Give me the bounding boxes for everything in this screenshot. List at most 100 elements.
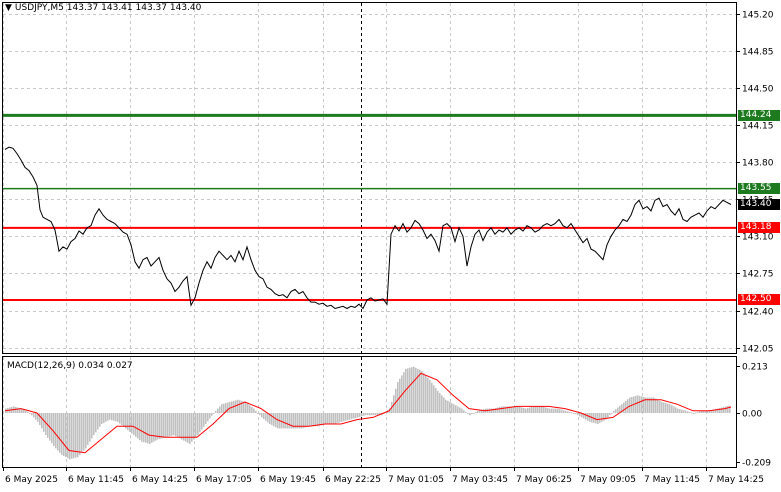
macd-bar — [67, 413, 69, 459]
macd-bar — [557, 408, 559, 413]
macd-bar — [171, 413, 173, 436]
macd-bar — [111, 413, 113, 421]
price-tick-label: 142.40 — [742, 308, 774, 318]
macd-bar — [89, 413, 91, 442]
macd-bar — [201, 413, 203, 430]
macd-bar — [399, 378, 401, 413]
macd-bar — [221, 404, 223, 413]
macd-bar — [559, 409, 561, 413]
macd-bar — [677, 408, 679, 413]
macd-bar — [425, 375, 427, 413]
macd-bar — [673, 406, 675, 413]
current-price-tag: 143.40 — [738, 199, 780, 210]
macd-bar — [127, 413, 129, 431]
macd-bar — [237, 399, 239, 413]
macd-bar — [241, 400, 243, 413]
macd-bar — [159, 413, 161, 439]
macd-bar — [555, 408, 557, 413]
macd-bar — [621, 404, 623, 413]
macd-bar — [527, 408, 529, 413]
macd-bar — [33, 413, 35, 418]
macd-bar — [187, 413, 189, 443]
macd-bar — [461, 408, 463, 413]
time-tick-label: 7 May 14:25 — [708, 475, 764, 485]
macd-bar — [343, 413, 345, 422]
macd-bar — [441, 395, 443, 413]
macd-bar — [465, 411, 467, 413]
macd-bar — [415, 367, 417, 413]
macd-bar — [99, 413, 101, 427]
macd-bar — [327, 413, 329, 425]
macd-bar — [675, 407, 677, 413]
level-tag: 143.18 — [738, 222, 780, 234]
macd-bar — [85, 413, 87, 449]
macd-bar — [507, 406, 509, 413]
ohlc-open: 143.37 — [66, 3, 99, 13]
price-line — [4, 146, 732, 310]
macd-bar — [189, 413, 191, 444]
macd-bar — [447, 400, 449, 413]
macd-bar — [639, 395, 641, 413]
macd-bar — [345, 413, 347, 421]
macd-bar — [155, 413, 157, 441]
macd-bar — [363, 413, 365, 416]
price-tick-label: 143.80 — [742, 159, 774, 169]
macd-bar — [671, 405, 673, 413]
macd-bar — [383, 413, 385, 414]
macd-bar — [71, 413, 73, 459]
macd-bar — [65, 413, 67, 458]
macd-bar — [713, 409, 715, 413]
macd-bar — [665, 403, 667, 413]
macd-pane-border — [2, 356, 737, 468]
time-tick-label: 6 May 2025 — [5, 475, 58, 485]
macd-bar — [109, 413, 111, 420]
dropdown-triangle-icon[interactable]: ▼ — [5, 3, 12, 13]
macd-bar — [149, 413, 151, 444]
macd-bar — [229, 401, 231, 413]
macd-bar — [77, 413, 79, 458]
macd-bar — [167, 413, 169, 437]
macd-bar — [701, 410, 703, 413]
macd-bar — [147, 413, 149, 444]
macd-bar — [297, 413, 299, 429]
macd-bar — [643, 397, 645, 413]
macd-bar — [525, 408, 527, 413]
macd-bar — [503, 406, 505, 413]
macd-bar — [561, 409, 563, 413]
macd-bar — [719, 408, 721, 413]
macd-bar — [311, 413, 313, 427]
macd-bar — [239, 400, 241, 413]
macd-bar — [723, 406, 725, 413]
macd-bar — [51, 413, 53, 444]
macd-bar — [191, 413, 193, 442]
macd-bar — [373, 413, 375, 416]
macd-bar — [283, 413, 285, 429]
macd-bar — [73, 413, 75, 459]
macd-bar — [107, 413, 109, 421]
macd-bar — [727, 406, 729, 413]
macd-bar — [429, 379, 431, 413]
macd-bar — [721, 407, 723, 413]
macd-bar — [199, 413, 201, 433]
macd-bar — [75, 413, 77, 458]
macd-bar — [347, 413, 349, 421]
macd-bar — [573, 413, 575, 414]
macd-bar — [495, 408, 497, 413]
macd-bar — [359, 413, 361, 417]
macd-bar — [463, 410, 465, 413]
macd-bar — [141, 413, 143, 442]
macd-bar — [615, 409, 617, 413]
macd-bar — [25, 410, 27, 413]
macd-bar — [313, 413, 315, 427]
macd-bar — [619, 405, 621, 413]
macd-bar — [421, 371, 423, 413]
macd-bar — [695, 412, 697, 414]
time-tick-label: 6 May 19:45 — [260, 475, 316, 485]
macd-bar — [113, 413, 115, 421]
macd-bar — [449, 401, 451, 413]
macd-bar — [505, 406, 507, 413]
macd-bar — [489, 408, 491, 413]
macd-bar — [377, 413, 379, 416]
